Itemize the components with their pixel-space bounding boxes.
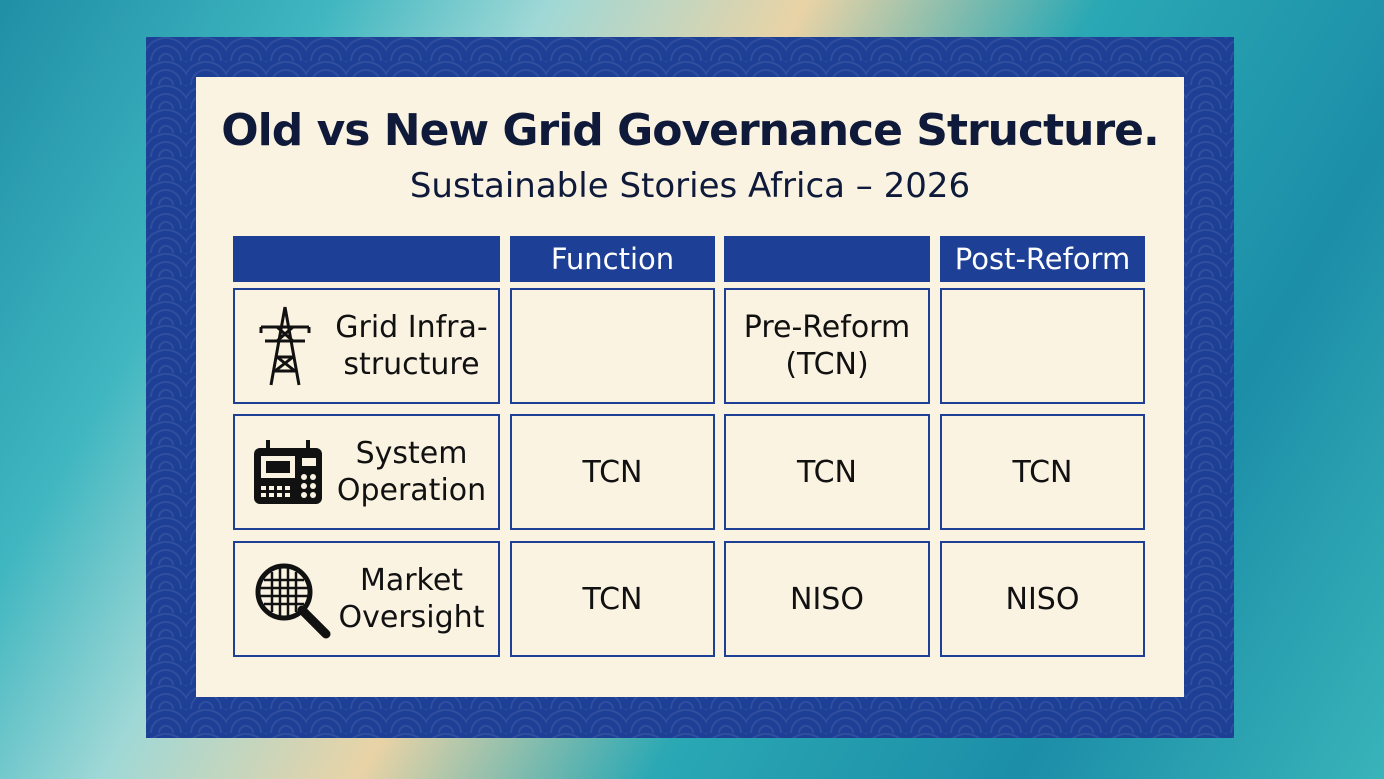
table-cell — [510, 288, 715, 404]
cell-text: NISO — [1005, 581, 1080, 617]
device-icon — [254, 440, 322, 504]
cell-text: Pre-Reform — [743, 310, 911, 345]
table-cell: Pre-Reform (TCN) — [724, 288, 930, 404]
cell-text: System — [355, 436, 468, 471]
table-cell: TCN — [510, 414, 715, 530]
cell-text: (TCN) — [785, 347, 869, 382]
cell-text: NISO — [790, 581, 864, 617]
cell-text: Grid Infra- — [335, 310, 488, 345]
subtitle: Sustainable Stories Africa – 2026 — [409, 166, 971, 206]
table-cell: NISO — [940, 541, 1145, 657]
cell-text: TCN — [1012, 454, 1073, 490]
header-cell — [233, 236, 500, 282]
magnifier-icon — [255, 563, 331, 639]
tower-icon — [259, 306, 311, 386]
cell-text: TCN — [582, 581, 643, 617]
row-label-cell: Market Oversight — [233, 541, 500, 657]
table-cell: TCN — [940, 414, 1145, 530]
cell-text: Operation — [336, 473, 487, 508]
cell-text: TCN — [582, 454, 643, 490]
cell-text: Market — [359, 563, 464, 598]
cell-text: TCN — [797, 454, 857, 490]
header-cell: Function — [510, 236, 715, 282]
table-cell: TCN — [724, 414, 930, 530]
cell-text: structure — [343, 347, 480, 382]
table-cell — [940, 288, 1145, 404]
header-cell: Post-Reform — [940, 236, 1145, 282]
cell-text: Oversight — [338, 600, 485, 635]
title: Old vs New Grid Governance Structure. — [221, 105, 1159, 156]
table-cell: NISO — [724, 541, 930, 657]
header-cell — [724, 236, 930, 282]
table-cell: TCN — [510, 541, 715, 657]
